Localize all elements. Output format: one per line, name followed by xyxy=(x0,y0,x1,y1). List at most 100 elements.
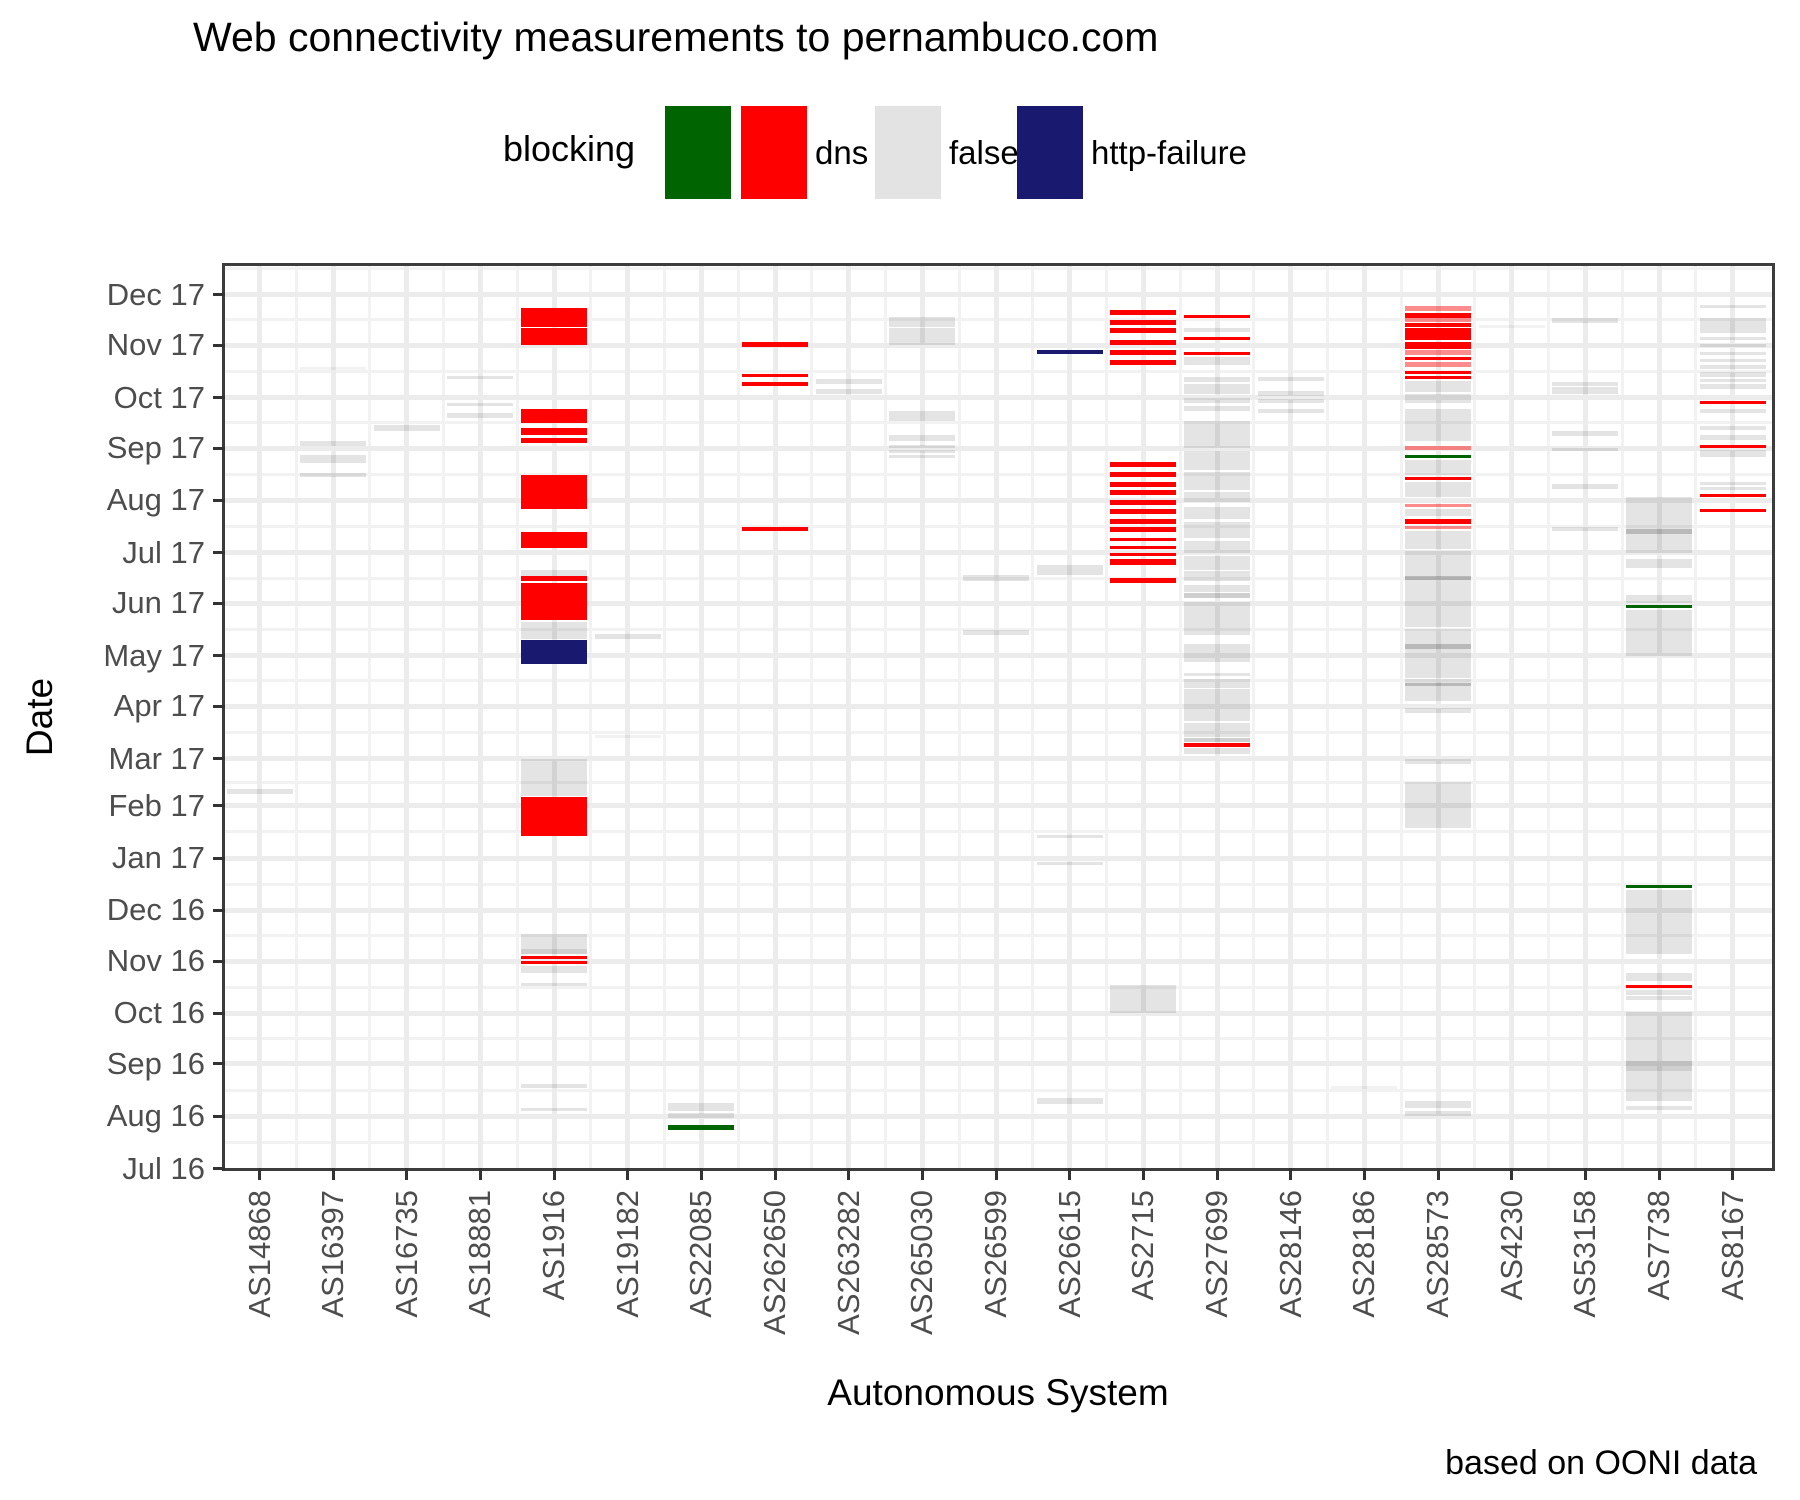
measurement-tile xyxy=(1699,409,1766,413)
measurement-tile xyxy=(521,640,588,665)
measurement-tile xyxy=(1405,503,1472,508)
legend-swatch-blocked xyxy=(665,106,731,199)
gridline-major-x xyxy=(993,266,999,1168)
measurement-tile xyxy=(1699,365,1766,369)
measurement-tile xyxy=(1405,508,1472,516)
measurement-tile xyxy=(447,412,514,418)
measurement-tile xyxy=(1184,738,1251,742)
measurement-tile xyxy=(1552,527,1619,531)
measurement-tile xyxy=(521,532,588,548)
measurement-tile xyxy=(1405,357,1472,361)
y-axis-tick xyxy=(213,601,225,605)
gridline-minor-x xyxy=(1326,266,1330,1168)
measurement-tile xyxy=(1110,340,1177,346)
measurement-tile xyxy=(1184,421,1251,449)
measurement-tile xyxy=(1036,834,1103,838)
gridline-major-x xyxy=(257,266,262,1168)
x-axis-tick xyxy=(920,1168,924,1180)
measurement-tile xyxy=(1184,328,1251,332)
x-tick-label: AS19182 xyxy=(609,1190,645,1318)
measurement-tile xyxy=(1110,508,1177,514)
x-tick-label: AS4230 xyxy=(1493,1190,1529,1301)
legend-label-http-failure: http-failure xyxy=(1091,134,1247,171)
gridline-major-x xyxy=(846,266,852,1168)
x-tick-label: AS16735 xyxy=(388,1190,424,1318)
measurement-tile xyxy=(1184,522,1251,538)
y-tick-label: Nov 17 xyxy=(106,327,205,363)
y-tick-label: Apr 17 xyxy=(113,688,205,724)
measurement-tile xyxy=(1110,559,1177,565)
gridline-major-x xyxy=(919,266,925,1168)
x-axis-tick xyxy=(773,1168,777,1180)
measurement-tile xyxy=(815,378,882,384)
gridline-major-x xyxy=(404,266,410,1168)
measurement-tile xyxy=(300,454,367,464)
measurement-tile xyxy=(1626,610,1693,656)
gridline-minor-x xyxy=(957,266,961,1168)
measurement-tile xyxy=(1626,594,1693,604)
gridline-minor-x xyxy=(1399,266,1403,1168)
measurement-tile xyxy=(1699,400,1766,405)
measurement-tile xyxy=(1626,497,1693,553)
measurement-tile xyxy=(742,373,809,378)
measurement-tile xyxy=(1184,357,1251,366)
measurement-tile xyxy=(1626,1011,1693,1031)
measurement-tile xyxy=(521,982,588,987)
measurement-tile xyxy=(1626,1070,1693,1102)
measurement-tile xyxy=(1110,350,1177,356)
legend-title: blocking xyxy=(503,128,636,169)
measurement-tile xyxy=(815,389,882,395)
gridline-minor-x xyxy=(884,266,888,1168)
gridline-minor-x xyxy=(1252,266,1256,1168)
gridline-major-x xyxy=(1067,266,1073,1168)
y-tick-label: Feb 17 xyxy=(108,787,205,823)
measurement-tile xyxy=(1552,318,1619,324)
measurement-tile xyxy=(1110,552,1177,556)
x-axis-tick xyxy=(1215,1168,1219,1180)
measurement-tile xyxy=(1036,564,1103,575)
y-tick-label: Aug 16 xyxy=(106,1098,205,1134)
measurement-tile xyxy=(1699,508,1766,513)
x-axis-tick xyxy=(994,1168,998,1180)
measurement-tile xyxy=(1405,628,1472,678)
measurement-tile xyxy=(1405,576,1472,580)
measurement-tile xyxy=(1184,384,1251,395)
measurement-tile xyxy=(1405,682,1472,687)
measurement-tile xyxy=(1184,314,1251,319)
x-tick-label: AS8167 xyxy=(1714,1190,1750,1301)
legend-swatch-false xyxy=(875,106,941,199)
y-tick-label: Oct 17 xyxy=(113,379,205,415)
measurement-tile xyxy=(1184,748,1251,754)
measurement-tile xyxy=(1626,605,1693,609)
measurement-tile xyxy=(1699,384,1766,390)
measurement-tile xyxy=(1699,304,1766,309)
measurement-tile xyxy=(1184,556,1251,570)
measurement-tile xyxy=(1699,336,1766,341)
gridline-minor-x xyxy=(294,266,298,1168)
y-axis-tick xyxy=(213,343,225,347)
measurement-tile xyxy=(1184,743,1251,747)
measurement-tile xyxy=(1184,377,1251,383)
measurement-tile xyxy=(1626,972,1693,982)
measurement-tile xyxy=(1110,481,1177,487)
measurement-tile xyxy=(1184,601,1251,636)
measurement-tile xyxy=(1626,1060,1693,1071)
measurement-tile xyxy=(1184,679,1251,688)
gridline-minor-x xyxy=(736,266,740,1168)
measurement-tile xyxy=(1405,679,1472,702)
measurement-tile xyxy=(1110,319,1177,325)
gridline-major-x xyxy=(1288,266,1294,1168)
legend-label-false: false xyxy=(949,134,1019,171)
measurement-tile xyxy=(1405,707,1472,713)
measurement-tile xyxy=(1110,490,1177,496)
gridline-minor-x xyxy=(810,266,814,1168)
measurement-tile xyxy=(521,934,588,950)
measurement-tile xyxy=(1184,507,1251,519)
measurement-tile xyxy=(1110,984,1177,1014)
y-axis-tick xyxy=(213,654,225,658)
gridline-minor-x xyxy=(1031,266,1035,1168)
measurement-tile xyxy=(226,788,293,794)
measurement-tile xyxy=(742,527,809,531)
measurement-tile xyxy=(1699,434,1766,440)
